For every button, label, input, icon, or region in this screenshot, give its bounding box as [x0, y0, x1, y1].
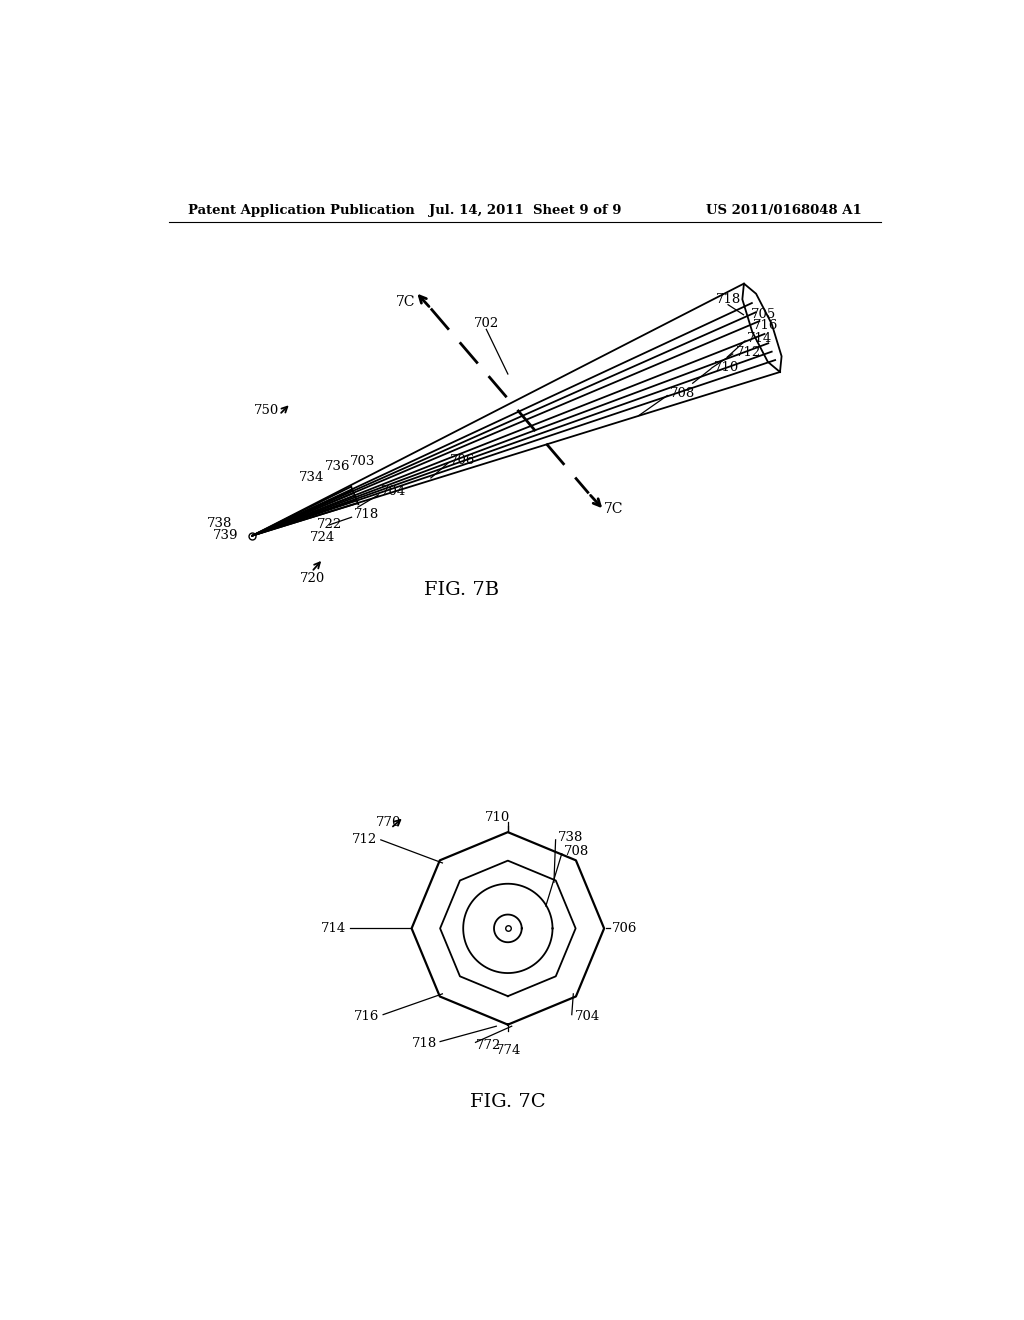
- Text: 710: 710: [484, 810, 510, 824]
- Text: 704: 704: [381, 484, 407, 498]
- Text: 714: 714: [746, 333, 772, 345]
- Text: 750: 750: [254, 404, 279, 417]
- Text: 738: 738: [558, 832, 584, 843]
- Text: 702: 702: [474, 317, 499, 330]
- Text: 720: 720: [300, 572, 326, 585]
- Text: 716: 716: [753, 319, 778, 333]
- Text: 774: 774: [496, 1044, 521, 1056]
- Text: 734: 734: [298, 471, 324, 484]
- Text: FIG. 7C: FIG. 7C: [470, 1093, 546, 1110]
- Text: US 2011/0168048 A1: US 2011/0168048 A1: [707, 205, 862, 218]
- Text: Jul. 14, 2011  Sheet 9 of 9: Jul. 14, 2011 Sheet 9 of 9: [429, 205, 621, 218]
- Text: 710: 710: [714, 362, 738, 375]
- Text: 718: 718: [716, 293, 741, 306]
- Text: 772: 772: [475, 1039, 501, 1052]
- Text: 706: 706: [451, 454, 475, 467]
- Text: 718: 718: [412, 1038, 437, 1051]
- Text: 722: 722: [316, 519, 342, 532]
- Text: 712: 712: [736, 346, 761, 359]
- Text: 714: 714: [321, 921, 346, 935]
- Text: 724: 724: [310, 531, 335, 544]
- Text: 739: 739: [213, 529, 239, 543]
- Text: 703: 703: [350, 454, 376, 467]
- Text: 708: 708: [670, 387, 695, 400]
- Text: 736: 736: [325, 459, 350, 473]
- Text: 718: 718: [354, 508, 379, 520]
- Text: 712: 712: [351, 833, 377, 846]
- Text: 716: 716: [354, 1010, 379, 1023]
- Text: 705: 705: [751, 308, 775, 321]
- Text: 7C: 7C: [395, 296, 415, 309]
- Text: Patent Application Publication: Patent Application Publication: [188, 205, 415, 218]
- Text: 738: 738: [207, 517, 232, 529]
- Text: 708: 708: [564, 845, 590, 858]
- Text: 7C: 7C: [604, 502, 624, 516]
- Text: 770: 770: [376, 816, 400, 829]
- Text: 704: 704: [574, 1010, 600, 1023]
- Text: FIG. 7B: FIG. 7B: [424, 581, 500, 598]
- Text: 706: 706: [611, 921, 637, 935]
